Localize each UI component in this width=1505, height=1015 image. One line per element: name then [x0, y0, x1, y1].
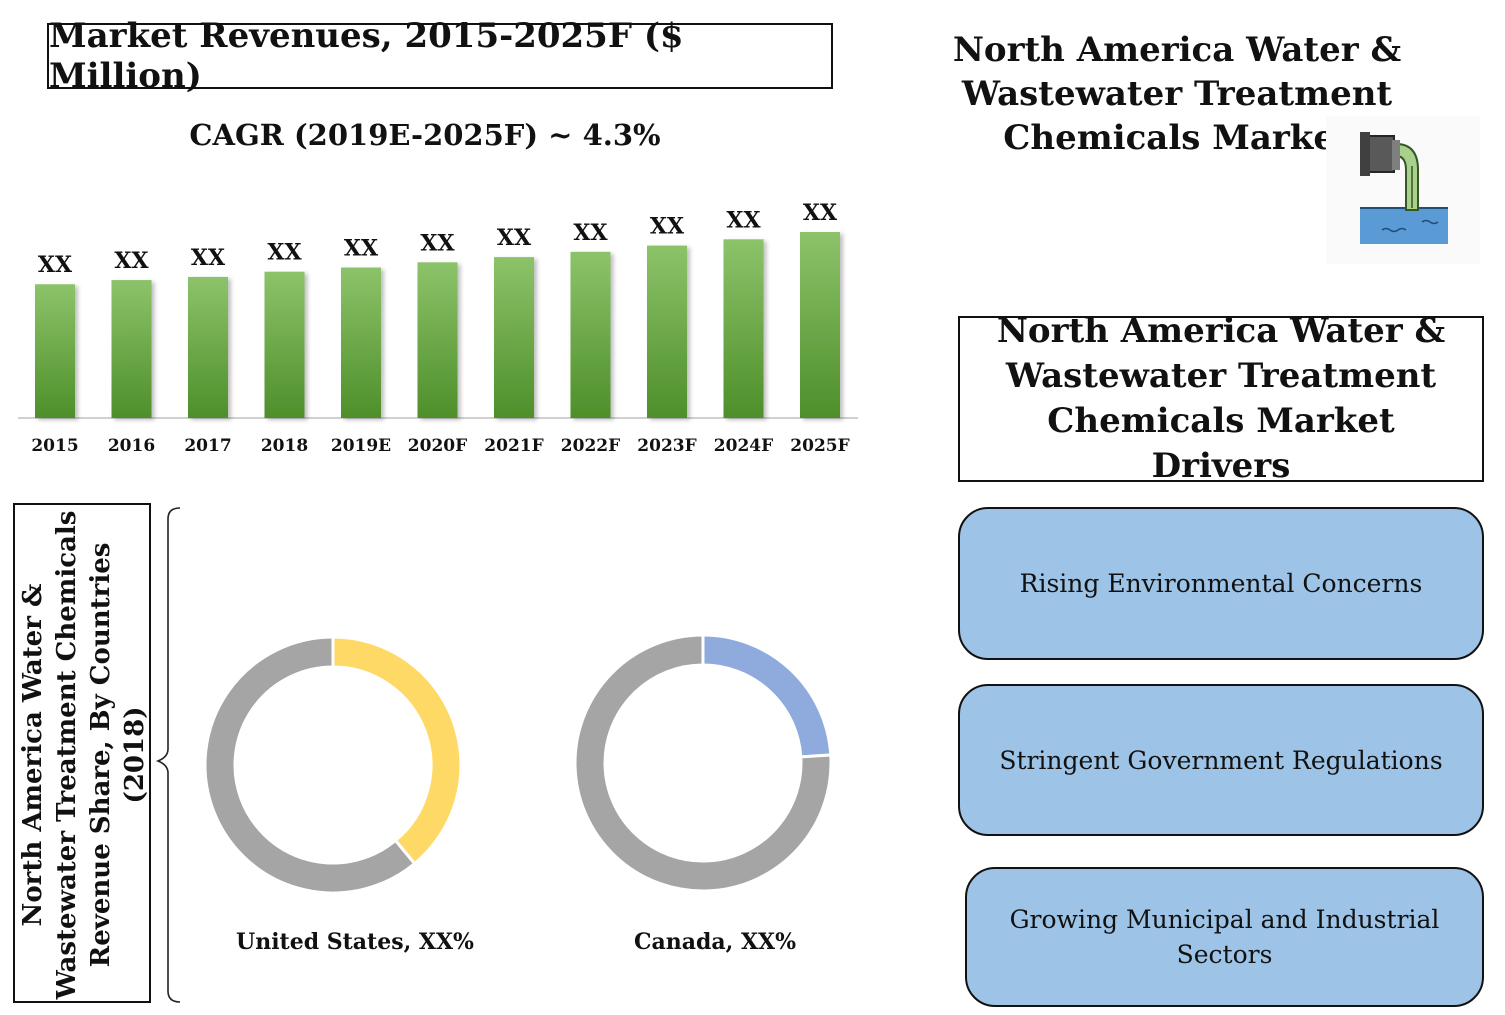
data-label-2024F: XX	[726, 207, 761, 233]
data-label-2020F: XX	[420, 230, 455, 256]
chart-title: Market Revenues, 2015-2025F ($ Million)	[49, 16, 684, 96]
slice-united-states	[331, 635, 463, 866]
bar-2023F	[647, 245, 687, 418]
drivers-title-box: North America Water & Wastewater Treatme…	[958, 311, 1484, 486]
tick-label-2021F: 2021F	[484, 436, 543, 456]
drivers-title: North America Water & Wastewater Treatme…	[996, 311, 1446, 486]
bar-2019E	[341, 267, 381, 418]
donut-label-united-states: United States, XX%	[236, 929, 474, 955]
tick-label-2024F: 2024F	[714, 436, 773, 456]
revenue-bar-chart: XX 2015 XX 2016 XX 2017 XX 2018 XX 2019E XX 2020F XX…	[18, 200, 858, 456]
page-title: North America Water & Wastewater Treatme…	[952, 30, 1402, 158]
tick-label-2019E: 2019E	[331, 436, 391, 456]
bracket	[155, 507, 181, 1003]
bar-2018	[264, 271, 305, 418]
bar-2020F	[417, 262, 458, 418]
bar-2016	[111, 280, 152, 418]
donut-label-canada: Canada, XX%	[633, 929, 796, 955]
share-label-box: North America Water & Wastewater Treatme…	[13, 503, 151, 1003]
bar-2024F	[723, 239, 764, 418]
data-label-2025F: XX	[803, 200, 838, 226]
data-label-2016: XX	[114, 248, 149, 274]
cagr-text: CAGR (2019E-2025F) ~ 4.3%	[189, 118, 661, 152]
bar-2021F	[494, 257, 534, 418]
tick-label-2025F: 2025F	[790, 436, 849, 456]
tick-label-2015: 2015	[31, 436, 78, 456]
slice-rest-united-states	[203, 635, 417, 895]
data-label-2022F: XX	[573, 220, 608, 246]
data-label-2015: XX	[38, 252, 73, 278]
donut-canada	[573, 633, 833, 893]
tick-label-2017: 2017	[184, 436, 231, 456]
slice-canada	[701, 633, 833, 759]
data-label-2018: XX	[267, 240, 302, 266]
pipe-outflow-icon	[1326, 116, 1480, 264]
data-label-2021F: XX	[497, 225, 532, 251]
driver-environmental-concerns: Rising Environmental Concerns	[958, 507, 1484, 660]
tick-label-2023F: 2023F	[637, 436, 696, 456]
tick-label-2018: 2018	[261, 436, 308, 456]
bar-2015	[35, 284, 75, 418]
share-label: North America Water & Wastewater Treatme…	[18, 510, 150, 1000]
data-label-2023F: XX	[650, 214, 685, 240]
tick-label-2022F: 2022F	[561, 436, 620, 456]
driver-government-regulations: Stringent Government Regulations	[958, 684, 1484, 836]
slice-rest-canada	[573, 633, 833, 893]
driver-label: Growing Municipal and Industrial Sectors	[1009, 905, 1440, 969]
data-label-2019E: XX	[344, 236, 379, 262]
tick-label-2016: 2016	[108, 436, 155, 456]
chart-title-box: Market Revenues, 2015-2025F ($ Million)	[47, 16, 833, 96]
driver-label: Rising Environmental Concerns	[1019, 569, 1423, 598]
bar-2025F	[800, 232, 840, 418]
driver-municipal-industrial: Growing Municipal and Industrial Sectors	[965, 867, 1484, 1007]
data-label-2017: XX	[191, 245, 226, 271]
driver-label: Stringent Government Regulations	[999, 745, 1443, 775]
bar-2017	[188, 276, 228, 418]
donut-united-states	[203, 635, 463, 895]
tick-label-2020F: 2020F	[408, 436, 467, 456]
bar-2022F	[570, 251, 611, 418]
